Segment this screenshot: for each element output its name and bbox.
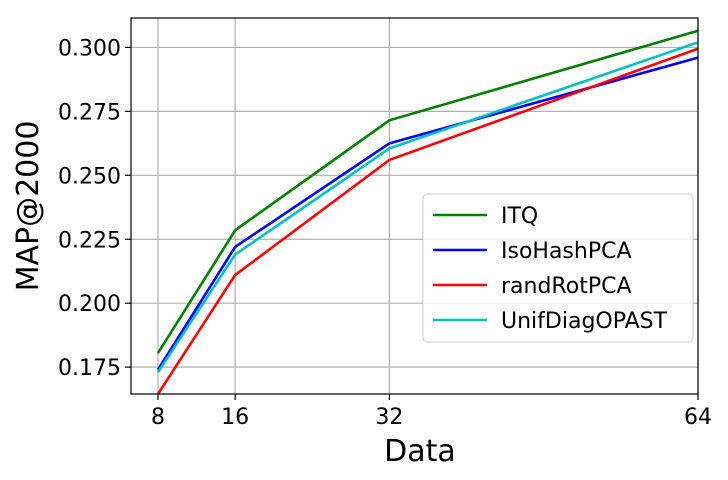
x-tick-label: 16 (221, 405, 249, 430)
y-tick-label: 0.275 (58, 100, 121, 125)
x-tick-label: 32 (375, 405, 403, 430)
series-line-unifdiagopast (156, 41, 698, 373)
x-axis-title: Data (384, 434, 456, 469)
series-lines (156, 29, 698, 394)
y-tick-label: 0.250 (58, 164, 121, 189)
legend-label: ITQ (501, 204, 538, 229)
y-tick-label: 0.200 (58, 292, 121, 317)
legend-label: IsoHashPCA (501, 239, 632, 264)
legend-label: UnifDiagOPAST (501, 309, 668, 334)
series-line-randrotpca (156, 47, 698, 394)
legend-box (422, 193, 694, 343)
y-axis-title: MAP@2000 (11, 121, 46, 292)
series-line-itq (156, 29, 698, 354)
grid (131, 18, 699, 394)
y-tick-label: 0.175 (58, 356, 121, 381)
series-line-isohashpca (156, 56, 698, 371)
plot-frame (130, 17, 699, 395)
y-axis-ticks: 0.175 0.200 0.225 0.250 0.275 0.300 (58, 36, 131, 381)
y-tick-label: 0.300 (58, 36, 121, 61)
x-tick-label: 8 (151, 405, 165, 430)
y-tick-label: 0.225 (58, 228, 121, 253)
legend-label: randRotPCA (501, 274, 632, 299)
x-axis-ticks: 8 16 32 64 (151, 394, 712, 430)
x-tick-label: 64 (684, 405, 712, 430)
legend: ITQ IsoHashPCA randRotPCA UnifDiagOPAST (422, 193, 694, 343)
